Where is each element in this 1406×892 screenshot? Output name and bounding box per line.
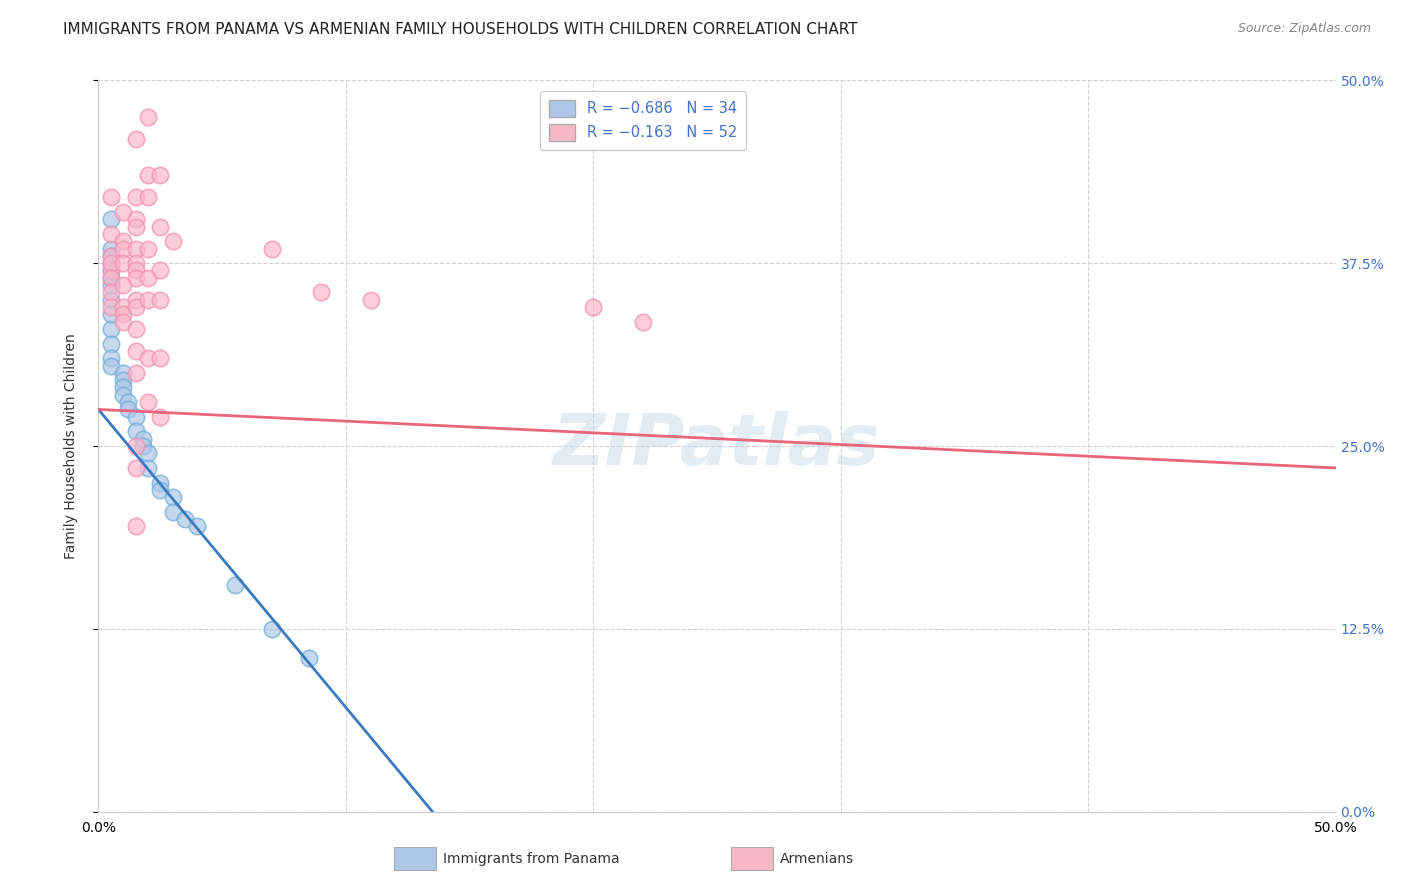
Point bbox=[112, 366, 135, 380]
Point bbox=[149, 409, 172, 424]
Point bbox=[124, 190, 146, 204]
Point bbox=[100, 256, 122, 270]
Point bbox=[117, 402, 139, 417]
Point bbox=[149, 263, 172, 277]
Point bbox=[186, 519, 208, 533]
Point bbox=[124, 263, 146, 277]
Point bbox=[309, 285, 332, 300]
Point bbox=[136, 110, 159, 124]
Point bbox=[360, 293, 382, 307]
Point bbox=[100, 190, 122, 204]
Text: IMMIGRANTS FROM PANAMA VS ARMENIAN FAMILY HOUSEHOLDS WITH CHILDREN CORRELATION C: IMMIGRANTS FROM PANAMA VS ARMENIAN FAMIL… bbox=[63, 22, 858, 37]
Point bbox=[124, 300, 146, 314]
Point bbox=[136, 242, 159, 256]
Text: Armenians: Armenians bbox=[780, 852, 855, 866]
Point bbox=[136, 351, 159, 366]
Point bbox=[124, 343, 146, 358]
Text: Source: ZipAtlas.com: Source: ZipAtlas.com bbox=[1237, 22, 1371, 36]
Point bbox=[100, 227, 122, 241]
Point bbox=[260, 242, 283, 256]
Y-axis label: Family Households with Children: Family Households with Children bbox=[63, 333, 77, 559]
Point bbox=[112, 278, 135, 293]
Point bbox=[100, 270, 122, 285]
Point bbox=[124, 439, 146, 453]
Legend: R = −0.686   N = 34, R = −0.163   N = 52: R = −0.686 N = 34, R = −0.163 N = 52 bbox=[540, 91, 745, 150]
Point bbox=[124, 132, 146, 146]
Point bbox=[100, 278, 122, 293]
Point bbox=[174, 512, 197, 526]
Point bbox=[136, 169, 159, 183]
Point bbox=[100, 359, 122, 373]
Point bbox=[100, 285, 122, 300]
Point bbox=[100, 256, 122, 270]
Point bbox=[112, 300, 135, 314]
Point bbox=[149, 293, 172, 307]
Point bbox=[112, 388, 135, 402]
Point bbox=[124, 293, 146, 307]
Point bbox=[124, 270, 146, 285]
Point bbox=[100, 300, 122, 314]
Point bbox=[112, 234, 135, 248]
Point bbox=[124, 212, 146, 227]
Point bbox=[112, 380, 135, 394]
Point bbox=[100, 322, 122, 336]
Point bbox=[117, 395, 139, 409]
Point bbox=[224, 578, 246, 592]
Point bbox=[112, 373, 135, 387]
Point bbox=[136, 190, 159, 204]
Point bbox=[100, 249, 122, 263]
Point bbox=[100, 212, 122, 227]
Point bbox=[100, 263, 122, 277]
Point bbox=[112, 315, 135, 329]
Point bbox=[149, 351, 172, 366]
Point bbox=[112, 256, 135, 270]
Point bbox=[149, 219, 172, 234]
Point bbox=[100, 293, 122, 307]
Point bbox=[100, 263, 122, 277]
Point bbox=[162, 234, 184, 248]
Point bbox=[136, 293, 159, 307]
Point bbox=[112, 242, 135, 256]
Point bbox=[132, 439, 155, 453]
Point bbox=[298, 651, 321, 665]
Point bbox=[136, 270, 159, 285]
Point bbox=[124, 256, 146, 270]
Point bbox=[100, 270, 122, 285]
Point bbox=[100, 336, 122, 351]
Point bbox=[124, 322, 146, 336]
Point bbox=[162, 505, 184, 519]
Point bbox=[100, 249, 122, 263]
Point bbox=[124, 366, 146, 380]
Point bbox=[136, 395, 159, 409]
Point bbox=[124, 219, 146, 234]
Point bbox=[100, 242, 122, 256]
Point bbox=[112, 205, 135, 219]
Text: ZIPatlas: ZIPatlas bbox=[554, 411, 880, 481]
Point bbox=[260, 622, 283, 636]
Point bbox=[132, 432, 155, 446]
Point bbox=[112, 307, 135, 321]
Point bbox=[149, 475, 172, 490]
Text: Immigrants from Panama: Immigrants from Panama bbox=[443, 852, 620, 866]
Point bbox=[124, 461, 146, 475]
Point bbox=[162, 490, 184, 504]
Point bbox=[124, 425, 146, 439]
Point bbox=[582, 300, 605, 314]
Point bbox=[100, 307, 122, 321]
Point bbox=[631, 315, 654, 329]
Point bbox=[100, 351, 122, 366]
Point bbox=[124, 242, 146, 256]
Point bbox=[124, 519, 146, 533]
Point bbox=[136, 446, 159, 460]
Point bbox=[149, 169, 172, 183]
Point bbox=[124, 409, 146, 424]
Point bbox=[136, 461, 159, 475]
Point bbox=[149, 483, 172, 497]
